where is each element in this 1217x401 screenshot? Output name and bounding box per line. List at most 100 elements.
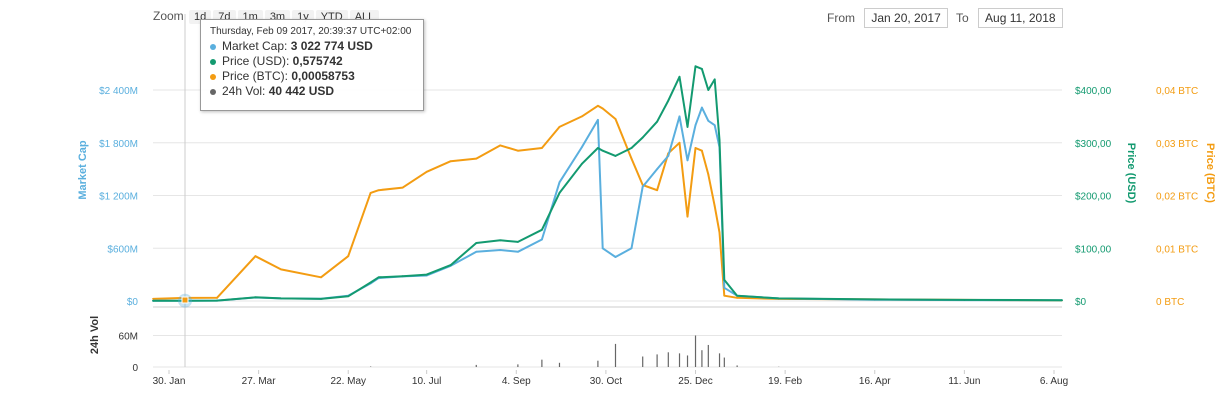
point-price-btc [516,149,519,152]
point-market-cap [516,250,519,253]
x-tick-label: 4. Sep [502,376,531,387]
point-market-cap [707,119,710,122]
to-label: To [956,11,969,25]
point-price-usd [320,297,322,300]
point-market-cap [558,181,561,184]
point-price-btc [723,294,726,297]
point-market-cap [701,106,703,109]
line-price-btc [152,104,1063,302]
hover-tooltip: Thursday, Feb 09 2017, 20:39:37 UTC+02:0… [200,19,424,111]
series-dot-icon [210,73,216,80]
point-price-btc [499,144,502,147]
tooltip-value: 0,575742 [292,54,343,68]
point-price-usd [736,294,739,297]
point-price-usd [963,299,966,301]
point-price-usd [152,299,154,302]
point-price-usd [1061,299,1063,302]
point-price-usd [713,78,716,81]
tooltip-label: Market Cap: [222,39,291,53]
line-price-usd [152,65,1063,302]
point-price-btc [540,147,543,149]
point-price-btc [254,255,257,258]
x-tick-label: 22. May [330,376,366,387]
point-price-usd [873,298,876,301]
y-axis-title-volume: 24h Vol [89,316,101,354]
point-market-cap [678,115,681,118]
point-price-usd [686,126,689,128]
point-price-btc [401,186,404,189]
point-price-usd [678,75,681,78]
x-tick-label: 25. Dec [678,376,712,387]
point-price-btc [736,296,739,299]
x-tick-label: 30. Jan [153,376,186,387]
point-price-usd [777,297,780,300]
y-tick-price-usd: $0 [1075,297,1087,308]
y-tick-price-btc: 0 BTC [1156,297,1184,308]
tooltip-value: 3 022 774 USD [290,39,373,53]
y-tick-volume: 0 [132,363,138,374]
from-date-input[interactable]: Jan 20, 2017 [864,8,948,28]
point-market-cap [614,256,617,258]
y-tick-price-btc: 0,02 BTC [1156,192,1198,203]
point-price-usd [701,68,703,70]
series-dot-icon [210,58,216,65]
x-tick-label: 27. Mar [242,376,277,387]
point-price-usd [449,264,452,267]
hover-marker [181,296,189,304]
y-tick-price-btc: 0,03 BTC [1156,139,1198,150]
point-price-usd [377,276,380,279]
point-price-btc [713,205,716,207]
point-price-usd [347,295,350,298]
y-tick-price-btc: 0,04 BTC [1156,86,1198,97]
tooltip-value: 40 442 USD [268,84,335,98]
point-price-usd [667,99,670,102]
point-market-cap [475,250,478,253]
tooltip-timestamp: Thursday, Feb 09 2017, 20:39:37 UTC+02:0… [210,26,412,37]
point-price-usd [656,120,659,123]
y-tick-price-usd: $100,00 [1075,244,1112,255]
point-price-btc [656,189,659,192]
point-price-usd [601,149,604,152]
series-dot-icon [210,43,216,50]
point-price-btc [280,268,282,271]
to-date-input[interactable]: Aug 11, 2018 [978,8,1063,28]
date-range-from: From Jan 20, 2017 [827,8,948,28]
from-label: From [827,11,855,25]
y-tick-price-usd: $200,00 [1075,192,1112,203]
point-price-usd [254,296,257,299]
point-price-btc [686,215,689,218]
point-price-usd [475,242,478,244]
point-price-usd [401,275,404,278]
tooltip-row: Market Cap: 3 022 774 USD [210,39,414,54]
y-axis-title-price-btc: Price (BTC) [1204,143,1216,203]
y-tick-volume: 60M [119,332,138,343]
point-market-cap [630,247,633,250]
point-price-btc [377,189,380,192]
point-price-btc [718,231,721,234]
zoom-label: Zoom [153,9,184,23]
point-price-usd [718,139,721,142]
x-tick-label: 16. Apr [859,376,891,387]
tooltip-row: Price (USD): 0,575742 [210,54,414,69]
point-market-cap [580,146,583,149]
point-price-usd [425,273,428,276]
point-price-usd [216,299,218,302]
y-tick-market-cap: $1 200M [99,192,138,203]
point-price-btc [678,141,681,144]
series-dot-icon [210,88,216,95]
point-price-btc [614,118,617,120]
point-price-usd [280,297,282,300]
point-market-cap [723,286,726,289]
tooltip-row: 24h Vol: 40 442 USD [210,84,414,99]
point-price-usd [558,191,561,194]
point-market-cap [686,159,689,162]
tooltip-label: Price (BTC): [222,69,292,83]
point-price-usd [580,162,583,165]
point-market-cap [667,155,670,157]
point-price-usd [694,65,697,68]
point-price-btc [558,126,561,128]
point-price-btc [694,147,697,149]
point-price-btc [475,157,478,160]
y-axis-title-price-usd: Price (USD) [1125,143,1137,204]
